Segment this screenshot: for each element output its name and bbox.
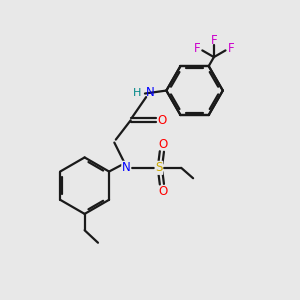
Text: F: F xyxy=(194,42,200,56)
Text: F: F xyxy=(227,42,234,56)
Text: O: O xyxy=(158,114,167,127)
Text: O: O xyxy=(159,138,168,151)
Text: H: H xyxy=(133,88,141,98)
Text: O: O xyxy=(159,184,168,197)
Text: N: N xyxy=(122,161,130,174)
Text: S: S xyxy=(155,161,163,174)
Text: F: F xyxy=(211,34,217,47)
Text: N: N xyxy=(146,86,155,99)
